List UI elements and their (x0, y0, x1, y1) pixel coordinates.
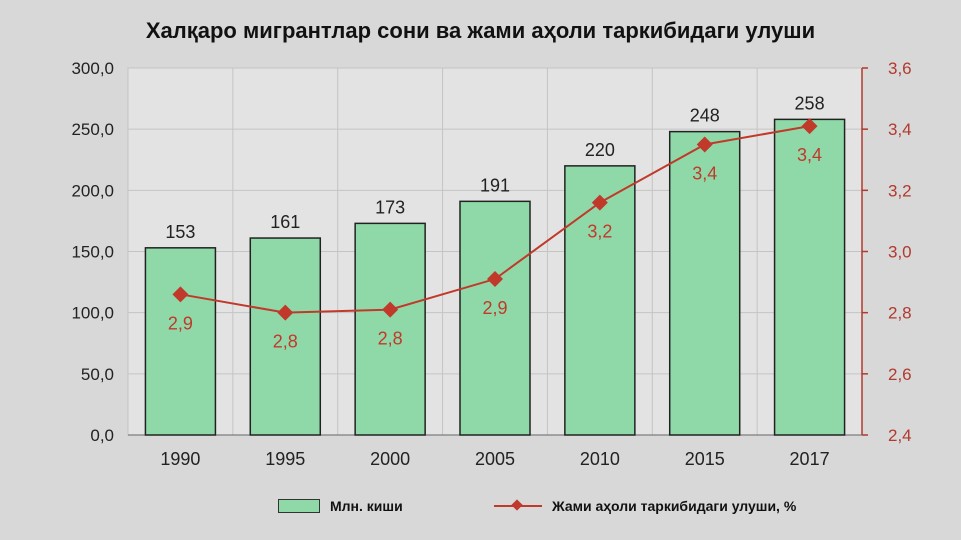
right-axis-tick-label: 3,2 (888, 181, 912, 200)
line-point (172, 286, 189, 303)
bar (773, 118, 846, 436)
legend-bar-swatch (278, 499, 320, 513)
line-point (277, 304, 294, 321)
right-axis-tick-label: 3,6 (888, 59, 912, 78)
x-axis-tick-label: 2017 (790, 449, 830, 469)
left-axis-tick-label: 100,0 (71, 304, 114, 323)
right-axis-tick-label: 2,6 (888, 365, 912, 384)
bar-data-label: 173 (375, 197, 405, 217)
right-axis-tick-label: 3,4 (888, 120, 912, 139)
bar-data-label: 191 (480, 175, 510, 195)
bar (354, 222, 426, 436)
x-axis-tick-label: 2000 (370, 449, 410, 469)
line-point (591, 194, 608, 211)
line-point (801, 118, 818, 135)
line-data-label: 3,2 (587, 222, 612, 242)
bar (668, 130, 741, 436)
line-point (487, 271, 503, 288)
right-axis-tick-label: 3,0 (888, 243, 912, 262)
bar (144, 247, 217, 436)
bar-data-label: 153 (165, 222, 195, 242)
line-data-label: 2,8 (378, 329, 403, 349)
line-data-label: 2,9 (482, 298, 507, 318)
bar-data-label: 258 (795, 93, 825, 113)
left-axis-tick-label: 50,0 (81, 365, 114, 384)
x-axis-tick-label: 2015 (685, 449, 725, 469)
bar-data-label: 248 (690, 106, 720, 126)
line-point (696, 136, 713, 153)
x-axis-tick-label: 1995 (265, 449, 305, 469)
chart-title: Халқаро мигрантлар сони ва жами аҳоли та… (145, 18, 816, 43)
left-axis-tick-label: 300,0 (71, 59, 114, 78)
legend-item-bars: Млн. киши (278, 498, 403, 514)
right-axis-tick-label: 2,4 (888, 426, 912, 445)
x-axis-tick-label: 2005 (475, 449, 515, 469)
bar-data-label: 161 (270, 212, 300, 232)
line-data-label: 3,4 (797, 145, 822, 165)
legend-bars-label: Млн. киши (330, 498, 403, 514)
x-axis-tick-label: 2010 (580, 449, 620, 469)
bar-data-label: 220 (585, 140, 615, 160)
left-axis-tick-label: 200,0 (71, 181, 114, 200)
left-axis-tick-label: 0,0 (90, 426, 114, 445)
line-data-label: 2,8 (273, 332, 298, 352)
legend-item-line: Жами аҳоли таркибидаги улуши, % (494, 498, 796, 514)
line-data-label: 3,4 (692, 163, 717, 183)
left-axis-tick-label: 250,0 (71, 120, 114, 139)
line-data-label: 2,9 (168, 313, 193, 333)
legend-line-swatch (494, 499, 542, 512)
line-point (382, 301, 399, 318)
right-axis-tick-label: 2,8 (888, 304, 912, 323)
left-axis-tick-label: 150,0 (71, 243, 114, 262)
chart-legend: Млн. киши Жами аҳоли таркибидаги улуши, … (0, 498, 961, 522)
bar (459, 200, 531, 436)
legend-line-label: Жами аҳоли таркибидаги улуши, % (552, 498, 797, 514)
bar (564, 165, 636, 436)
x-axis-tick-label: 1990 (160, 449, 200, 469)
bar (249, 237, 322, 436)
